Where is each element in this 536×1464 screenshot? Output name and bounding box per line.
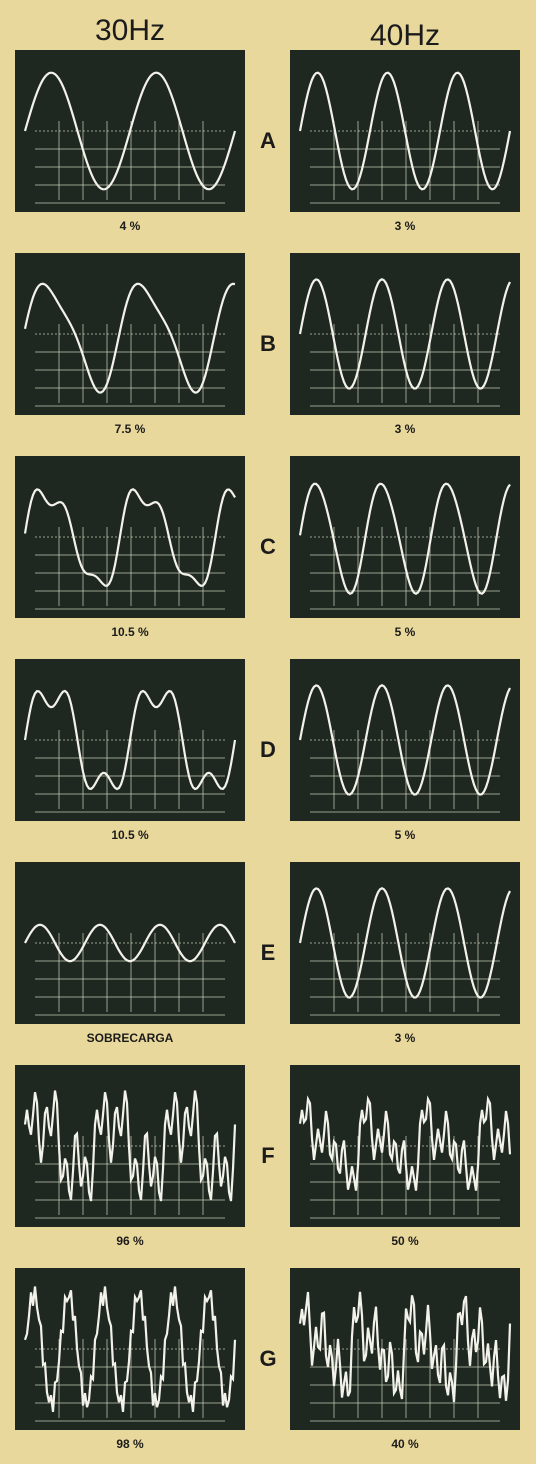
row-label: G <box>259 1346 276 1371</box>
waveform <box>23 282 236 394</box>
scope-screen <box>290 659 520 821</box>
column-header: 30Hz <box>95 14 165 47</box>
scope-screen <box>15 862 245 1024</box>
row-label: E <box>261 940 276 965</box>
caption: SOBRECARGA <box>87 1031 174 1045</box>
scope-screen <box>290 253 520 415</box>
caption: 5 % <box>395 828 416 842</box>
row-label: B <box>260 331 276 356</box>
row-label: F <box>261 1143 274 1168</box>
row-label: A <box>260 128 276 153</box>
waveform <box>298 684 511 796</box>
row-label: C <box>260 534 276 559</box>
caption: 40 % <box>391 1437 419 1451</box>
caption: 3 % <box>395 1031 416 1045</box>
caption: 98 % <box>116 1437 144 1451</box>
scope-screen <box>15 253 245 415</box>
waveform <box>298 278 511 390</box>
waveform <box>23 1286 237 1413</box>
caption: 7.5 % <box>115 422 146 436</box>
waveform <box>23 689 237 791</box>
waveform <box>298 887 511 999</box>
caption: 5 % <box>395 625 416 639</box>
waveform <box>23 1090 237 1202</box>
waveform <box>23 488 236 587</box>
waveform <box>298 482 511 595</box>
caption: 50 % <box>391 1234 419 1248</box>
row-label: D <box>260 737 276 762</box>
caption: 96 % <box>116 1234 144 1248</box>
caption: 3 % <box>395 422 416 436</box>
caption: 3 % <box>395 219 416 233</box>
waveform <box>24 923 236 963</box>
scope-screen <box>290 862 520 1024</box>
caption: 10.5 % <box>111 625 149 639</box>
waveform <box>23 71 237 191</box>
waveform <box>298 1095 512 1191</box>
scope-screen <box>290 456 520 618</box>
column-header: 40Hz <box>370 19 440 52</box>
waveform <box>298 1291 512 1403</box>
caption: 10.5 % <box>111 828 149 842</box>
waveform <box>298 71 512 191</box>
caption: 4 % <box>120 219 141 233</box>
scope-screen <box>15 456 245 618</box>
